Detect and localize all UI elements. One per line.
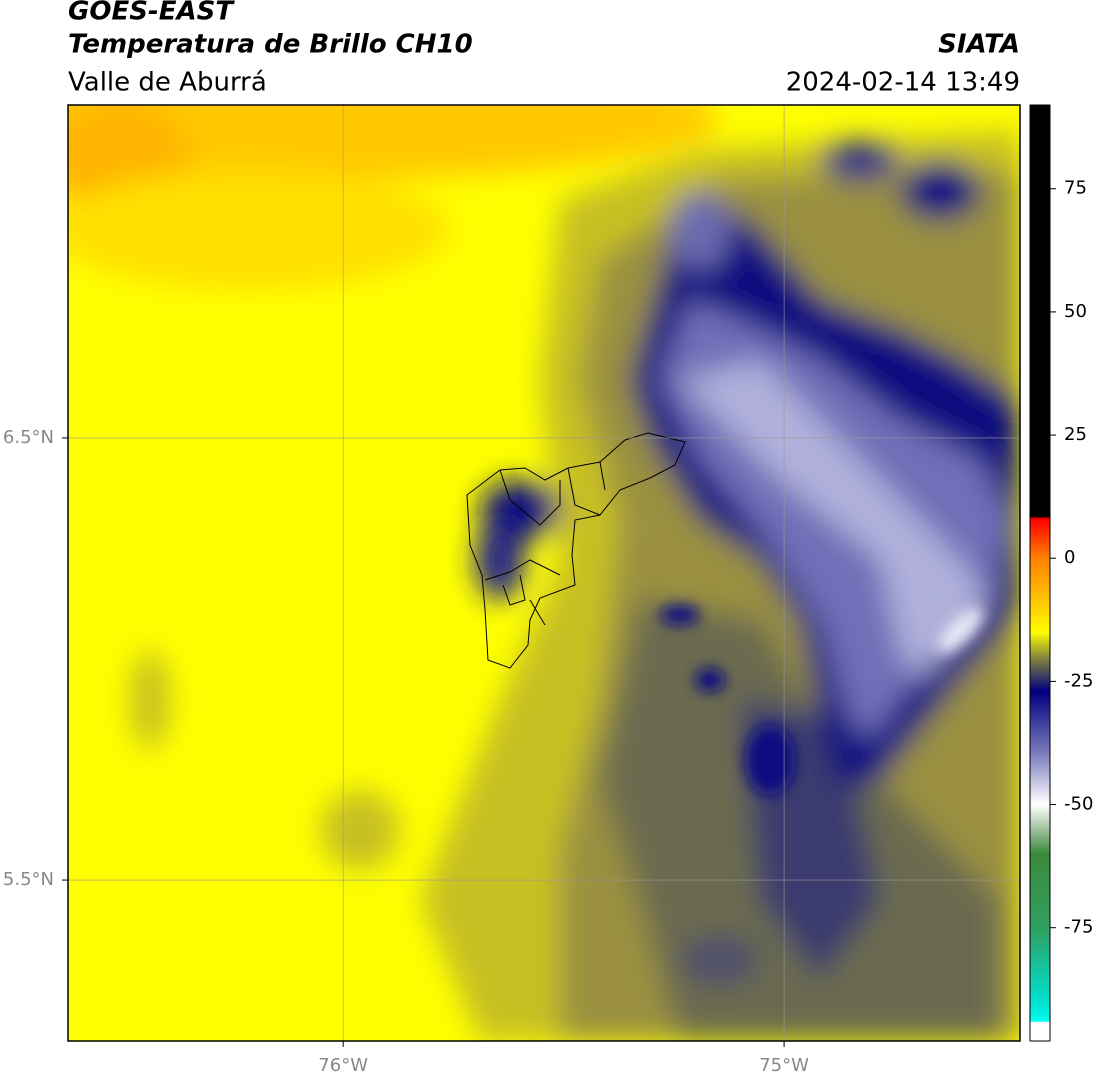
colorbar-tick-label: 50 (1064, 301, 1087, 322)
x-tick-label: 76°W (318, 1055, 368, 1076)
colorbar-tick-label: 0 (1064, 547, 1075, 568)
colorbar-tick-label: -50 (1064, 794, 1093, 815)
source: SIATA (938, 30, 1020, 60)
colorbar-tick-label: -25 (1064, 670, 1093, 691)
y-tick-label: 6.5°N (3, 427, 54, 448)
y-tick-label: 5.5°N (3, 869, 54, 890)
municipal-boundaries (466, 432, 686, 669)
datetime: 2024-02-14 13:49 (786, 68, 1020, 98)
colorbar (1029, 104, 1051, 1042)
satellite: GOES-EAST (68, 0, 235, 27)
colorbar-tick-label: -75 (1064, 917, 1093, 938)
x-tick-label: 75°W (759, 1055, 809, 1076)
product: Temperatura de Brillo CH10 (68, 30, 473, 60)
region: Valle de Aburrá (68, 68, 267, 98)
map-frame (67, 104, 1021, 1042)
colorbar-tick-label: 25 (1064, 424, 1087, 445)
colorbar-tick-label: 75 (1064, 178, 1087, 199)
map-image (68, 105, 1020, 1041)
